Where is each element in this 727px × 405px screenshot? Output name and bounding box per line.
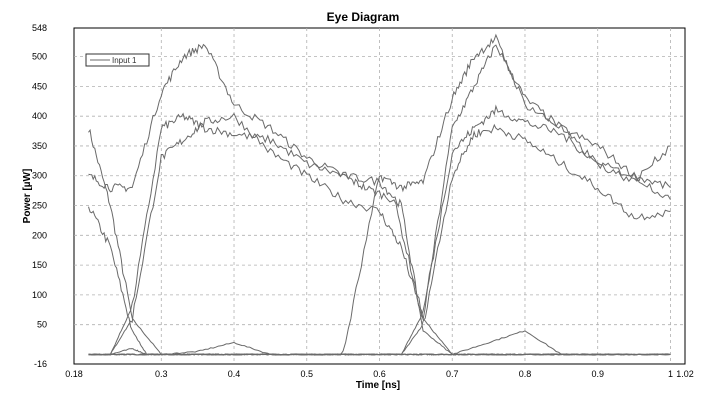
y-tick-label: 50	[37, 320, 47, 330]
x-tick-label: 0.4	[228, 369, 241, 379]
x-tick-label: 0.5	[301, 369, 314, 379]
x-tick-label: 0.9	[591, 369, 604, 379]
y-tick-label: 250	[32, 201, 47, 211]
x-tick-label: 1	[668, 369, 673, 379]
series-trace	[88, 112, 671, 356]
y-tick-label: 500	[32, 52, 47, 62]
chart-title: Eye Diagram	[327, 10, 400, 24]
x-tick-label: 0.7	[446, 369, 459, 379]
x-tick-label: 0.6	[373, 369, 386, 379]
x-tick-label: 1.02	[676, 369, 694, 379]
y-axis-ticks: -16 50 100 150 200 250 300 350 400 450 500 548	[32, 23, 47, 369]
y-tick-label: -16	[34, 359, 47, 369]
x-axis-label: Time [ns]	[356, 380, 400, 391]
y-tick-label: 300	[32, 171, 47, 181]
y-tick-label: 150	[32, 260, 47, 270]
y-tick-label: 400	[32, 111, 47, 121]
x-tick-label: 0.8	[519, 369, 532, 379]
plot-lines	[88, 33, 671, 356]
legend: Input 1	[85, 53, 150, 67]
y-tick-label: 200	[32, 230, 47, 240]
x-axis-ticks: 0.18 0.3 0.4 0.5 0.6 0.7 0.8 0.9 1 1.02	[65, 369, 694, 379]
x-tick-label: 0.18	[65, 369, 83, 379]
y-tick-label: 450	[32, 81, 47, 91]
x-tick-label: 0.3	[155, 369, 168, 379]
legend-frame	[85, 53, 150, 67]
legend-label: Input 1	[112, 56, 137, 65]
series-trace	[88, 123, 671, 356]
series-trace	[88, 44, 671, 356]
y-tick-label: 350	[32, 141, 47, 151]
y-tick-label: 100	[32, 290, 47, 300]
plot-grid	[73, 27, 686, 365]
y-axis-label: Power [µW]	[22, 169, 33, 224]
y-tick-label: 548	[32, 23, 47, 33]
